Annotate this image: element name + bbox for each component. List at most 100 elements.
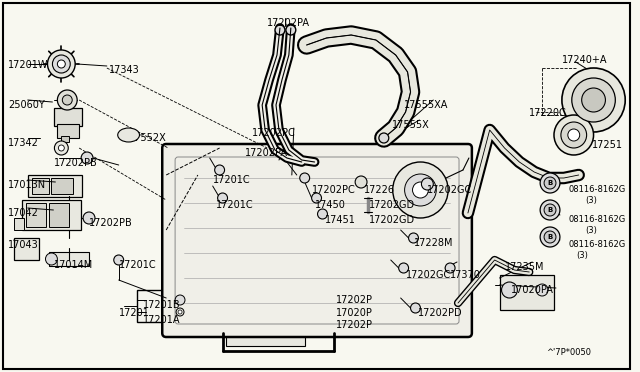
Circle shape bbox=[572, 78, 615, 122]
Text: 08116-8162G: 08116-8162G bbox=[569, 240, 626, 249]
Bar bbox=[356, 176, 368, 188]
Text: 17202PC: 17202PC bbox=[312, 185, 355, 195]
Bar bbox=[14, 218, 24, 230]
Text: 17020P: 17020P bbox=[337, 308, 373, 318]
Text: 17202P: 17202P bbox=[337, 320, 373, 330]
Circle shape bbox=[582, 88, 605, 112]
Circle shape bbox=[275, 25, 285, 35]
Text: 25060Y: 25060Y bbox=[8, 100, 45, 110]
Bar bbox=[58, 124, 79, 138]
Bar bbox=[26, 203, 45, 227]
Text: 17240+A: 17240+A bbox=[562, 55, 607, 65]
Text: 08116-8162G: 08116-8162G bbox=[569, 185, 626, 194]
Circle shape bbox=[355, 176, 367, 188]
Text: 17202PA: 17202PA bbox=[267, 18, 310, 28]
Circle shape bbox=[413, 182, 428, 198]
Circle shape bbox=[81, 152, 93, 164]
Text: 17201: 17201 bbox=[118, 308, 150, 318]
Bar bbox=[61, 136, 69, 142]
FancyBboxPatch shape bbox=[162, 144, 472, 337]
Circle shape bbox=[408, 233, 419, 243]
Circle shape bbox=[421, 178, 433, 190]
Circle shape bbox=[312, 193, 321, 203]
Bar bbox=[49, 203, 69, 227]
Bar bbox=[136, 290, 230, 322]
Text: 17555X: 17555X bbox=[392, 120, 429, 130]
Bar bbox=[225, 328, 305, 346]
Bar bbox=[49, 252, 89, 266]
Text: 17201B: 17201B bbox=[143, 300, 181, 310]
Text: 17555XA: 17555XA bbox=[404, 100, 448, 110]
Circle shape bbox=[218, 193, 228, 203]
Circle shape bbox=[58, 60, 65, 68]
Circle shape bbox=[540, 200, 560, 220]
Circle shape bbox=[300, 173, 310, 183]
Text: 17228M: 17228M bbox=[413, 238, 453, 248]
Text: 17201A: 17201A bbox=[143, 315, 181, 325]
Text: 08116-8162G: 08116-8162G bbox=[569, 215, 626, 224]
Circle shape bbox=[568, 129, 580, 141]
Bar bbox=[51, 178, 73, 194]
Text: B: B bbox=[547, 180, 553, 186]
Text: 17202PA: 17202PA bbox=[245, 148, 289, 158]
Circle shape bbox=[393, 162, 448, 218]
Text: (3): (3) bbox=[586, 196, 598, 205]
Text: 17343: 17343 bbox=[109, 65, 140, 75]
Bar bbox=[500, 275, 554, 310]
Circle shape bbox=[317, 209, 328, 219]
Circle shape bbox=[544, 177, 556, 189]
Circle shape bbox=[544, 231, 556, 243]
Text: 17235M: 17235M bbox=[504, 262, 544, 272]
Text: 17013N: 17013N bbox=[8, 180, 46, 190]
Circle shape bbox=[176, 308, 184, 316]
Circle shape bbox=[562, 68, 625, 132]
Text: 17220C: 17220C bbox=[529, 108, 567, 118]
Circle shape bbox=[540, 227, 560, 247]
Text: 17014M: 17014M bbox=[54, 260, 93, 270]
Circle shape bbox=[554, 115, 593, 155]
Text: 17202PC: 17202PC bbox=[252, 128, 296, 138]
Circle shape bbox=[175, 295, 185, 305]
Circle shape bbox=[62, 95, 72, 105]
Circle shape bbox=[536, 284, 548, 296]
Text: 17342: 17342 bbox=[8, 138, 39, 148]
Text: B: B bbox=[547, 207, 553, 213]
Circle shape bbox=[58, 90, 77, 110]
Text: 17201C: 17201C bbox=[118, 260, 156, 270]
Text: 17020PA: 17020PA bbox=[511, 285, 554, 295]
Text: 17251: 17251 bbox=[591, 140, 623, 150]
Bar bbox=[22, 200, 81, 230]
Text: 17202GD: 17202GD bbox=[369, 200, 415, 210]
Circle shape bbox=[178, 310, 182, 314]
Bar bbox=[28, 175, 82, 197]
Text: 17370: 17370 bbox=[450, 270, 481, 280]
Circle shape bbox=[544, 204, 556, 216]
Text: (3): (3) bbox=[586, 226, 598, 235]
Text: 17202GD: 17202GD bbox=[369, 215, 415, 225]
Text: B: B bbox=[547, 234, 553, 240]
Circle shape bbox=[52, 55, 70, 73]
Text: 17202PB: 17202PB bbox=[89, 218, 132, 228]
Text: 17202GC: 17202GC bbox=[428, 185, 472, 195]
Text: 17202PD: 17202PD bbox=[417, 308, 462, 318]
Circle shape bbox=[83, 212, 95, 224]
Bar bbox=[54, 108, 82, 126]
Text: 17451: 17451 bbox=[324, 215, 355, 225]
Circle shape bbox=[114, 255, 124, 265]
Text: (3): (3) bbox=[577, 251, 589, 260]
Circle shape bbox=[404, 174, 436, 206]
Bar bbox=[31, 178, 49, 194]
Text: 17042: 17042 bbox=[8, 208, 39, 218]
Ellipse shape bbox=[118, 128, 140, 142]
Circle shape bbox=[445, 263, 455, 273]
Circle shape bbox=[54, 141, 68, 155]
Circle shape bbox=[286, 25, 296, 35]
Text: 17201C: 17201C bbox=[216, 200, 253, 210]
Circle shape bbox=[379, 133, 388, 143]
Circle shape bbox=[399, 263, 408, 273]
Text: 17552X: 17552X bbox=[129, 133, 166, 143]
Circle shape bbox=[561, 122, 587, 148]
Circle shape bbox=[540, 173, 560, 193]
Text: 17202PB: 17202PB bbox=[54, 158, 98, 168]
Text: 17450: 17450 bbox=[315, 200, 346, 210]
